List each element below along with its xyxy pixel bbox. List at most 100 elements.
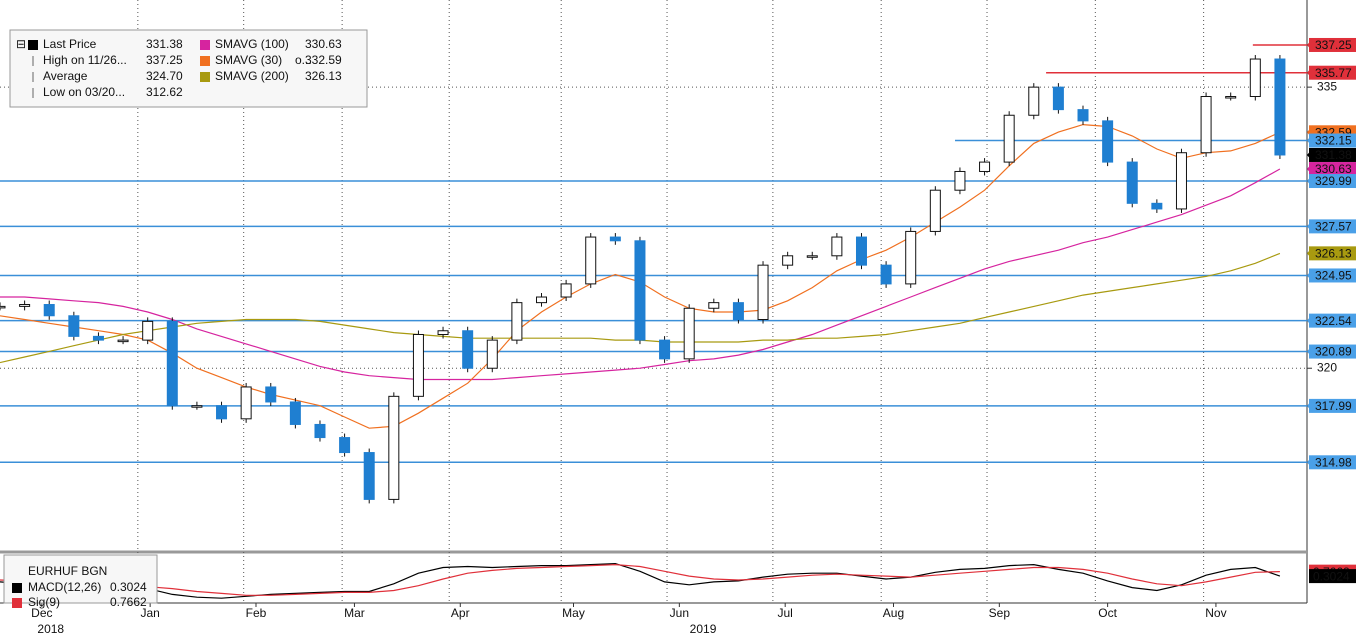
value-box — [1309, 344, 1356, 359]
candle — [19, 304, 31, 307]
candle — [1151, 202, 1163, 210]
legend-swatch — [12, 583, 22, 593]
candle — [757, 264, 769, 321]
candle — [732, 302, 744, 321]
y-tick-label: 335 — [1317, 79, 1337, 93]
candle — [363, 452, 375, 500]
candle — [117, 339, 129, 343]
legend-value: 330.63 — [305, 37, 342, 51]
value-box — [1309, 162, 1356, 177]
candle — [954, 170, 966, 191]
x-tick-label: Sep — [989, 606, 1011, 620]
value-box-label: 322.54 — [1315, 314, 1352, 328]
value-box-arrow — [1307, 133, 1313, 148]
value-box — [1309, 313, 1356, 328]
value-box — [1309, 37, 1356, 52]
value-box-label: 0.3024 — [1313, 569, 1350, 583]
panel-legend-box — [3, 554, 158, 604]
candle — [1200, 96, 1212, 154]
value-box-label: 335.77 — [1315, 66, 1352, 80]
legend-value: 324.70 — [146, 69, 183, 83]
candle — [831, 236, 843, 257]
legend-label: Last Price — [43, 37, 97, 51]
x-tick-label: Dec — [31, 606, 52, 620]
candle — [560, 283, 572, 298]
legend-label: Low on 03/20... — [43, 85, 125, 99]
candle — [1225, 96, 1237, 99]
moving-average — [0, 168, 1281, 381]
candle — [1028, 86, 1040, 116]
panel-title: EURHUF BGN — [28, 564, 107, 578]
value-box-arrow — [1307, 65, 1313, 80]
legend-swatch — [28, 40, 38, 50]
legend-label: High on 11/26... — [43, 53, 127, 67]
value-box-label: 331.38 — [1315, 148, 1352, 162]
candle — [166, 320, 178, 407]
candle — [43, 304, 55, 317]
value-box-label: 329.99 — [1315, 174, 1352, 188]
value-box-arrow — [1307, 313, 1313, 328]
candle — [142, 320, 154, 341]
candle — [855, 236, 867, 266]
legend-note: o... — [295, 53, 312, 67]
legend-swatch — [200, 40, 210, 50]
legend-swatch — [200, 72, 210, 82]
x-tick-label: Jul — [778, 606, 793, 620]
legend-swatch — [200, 56, 210, 66]
candle — [1126, 161, 1138, 204]
legend-value: 312.62 — [146, 85, 183, 99]
value-box-arrow — [1307, 268, 1313, 283]
candle — [511, 302, 523, 341]
value-box — [1309, 147, 1356, 162]
x-tick-label: Apr — [451, 606, 470, 620]
value-box — [1309, 174, 1356, 189]
value-box-label: 337.25 — [1315, 38, 1352, 52]
value-box-arrow — [1307, 37, 1313, 52]
candle — [585, 236, 597, 285]
candle — [1052, 86, 1064, 111]
legend-value: 331.38 — [146, 37, 183, 51]
candle — [265, 386, 277, 403]
value-box-label: 332.15 — [1315, 134, 1352, 148]
x-tick-label: Nov — [1205, 606, 1226, 620]
candle — [1003, 114, 1015, 163]
legend-label: SMAVG (100) — [215, 37, 289, 51]
value-box-label: 330.63 — [1315, 162, 1352, 176]
candle — [708, 302, 720, 309]
candle — [905, 230, 917, 285]
macd-line — [0, 563, 1280, 596]
value-box — [1309, 569, 1356, 584]
candle — [68, 315, 80, 337]
candle — [388, 395, 400, 500]
candle — [486, 339, 498, 369]
legend-value: 0.3024 — [110, 580, 147, 594]
macd-line — [0, 562, 1281, 599]
x-tick-label: May — [562, 606, 585, 620]
x-tick-label: Aug — [883, 606, 904, 620]
candle — [240, 386, 252, 420]
legend-label: MACD(12,26) — [28, 580, 101, 594]
value-box-label: 327.57 — [1315, 220, 1352, 234]
x-tick-label: Mar — [344, 606, 365, 620]
value-box-label: 324.95 — [1315, 269, 1352, 283]
candle — [191, 405, 203, 408]
legend-box — [9, 29, 368, 108]
candle — [536, 296, 548, 304]
legend-value: 326.13 — [305, 69, 342, 83]
candle — [339, 437, 351, 454]
value-box-arrow — [1307, 344, 1313, 359]
candle — [1274, 58, 1286, 156]
candle — [880, 264, 892, 285]
value-box — [1309, 219, 1356, 234]
year-label: 2018 — [37, 622, 64, 636]
legend-value: 0.7662 — [110, 595, 147, 609]
x-tick-label: Feb — [246, 606, 267, 620]
year-label: 2019 — [690, 622, 717, 636]
candle — [929, 189, 941, 232]
value-box-label: 314.98 — [1315, 455, 1352, 469]
value-box — [1309, 65, 1356, 80]
value-box-arrow — [1307, 147, 1313, 162]
candle — [979, 161, 991, 172]
candle — [782, 255, 794, 266]
value-box-arrow — [1307, 455, 1313, 470]
